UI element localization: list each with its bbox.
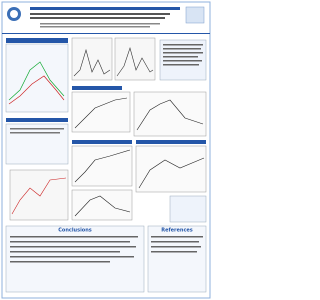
header xyxy=(2,6,210,34)
text-line xyxy=(163,52,203,54)
text-line xyxy=(163,56,198,58)
text-line xyxy=(10,246,136,248)
figure xyxy=(71,91,131,133)
text-line xyxy=(10,241,130,243)
figure-curve xyxy=(8,75,65,105)
figure xyxy=(135,145,207,193)
text-line xyxy=(10,128,64,130)
panel xyxy=(5,118,69,221)
references: References xyxy=(147,225,207,293)
section-box xyxy=(5,225,145,293)
poster: Conclusions References xyxy=(0,0,212,300)
affiliation-line xyxy=(40,23,160,25)
title-line xyxy=(30,7,180,10)
text-block xyxy=(159,39,207,81)
panel-header xyxy=(72,140,132,144)
panel-header xyxy=(6,118,68,122)
text-line xyxy=(163,64,199,66)
author-line xyxy=(30,13,170,15)
panel xyxy=(71,140,207,223)
figure-curve xyxy=(8,61,65,101)
figure-curve xyxy=(11,177,67,215)
figure-curve xyxy=(136,99,204,131)
figure-curve xyxy=(74,195,131,217)
panel-header xyxy=(72,86,122,90)
section-box xyxy=(147,225,207,293)
text-line xyxy=(151,251,197,253)
figure-curve xyxy=(138,157,205,189)
figure xyxy=(133,91,207,137)
text-line xyxy=(163,44,203,46)
text-line xyxy=(10,132,60,134)
figure xyxy=(5,123,69,165)
figure-curve xyxy=(73,48,111,77)
logo-right xyxy=(185,6,205,24)
section-title: Conclusions xyxy=(58,228,92,234)
logo-inner xyxy=(10,10,18,18)
panel xyxy=(71,86,207,137)
author-line xyxy=(30,17,165,19)
text-line xyxy=(151,246,201,248)
text-line xyxy=(163,48,201,50)
figure xyxy=(71,37,113,81)
figure xyxy=(114,37,156,81)
text-line xyxy=(10,256,134,258)
text-line xyxy=(10,236,138,238)
figure-curve xyxy=(116,46,154,77)
figure-curve xyxy=(74,97,128,129)
figure xyxy=(5,43,69,113)
text-line xyxy=(10,261,110,263)
panel-header xyxy=(6,38,68,43)
panel xyxy=(71,37,156,81)
text-line xyxy=(151,236,203,238)
frame xyxy=(1,1,211,299)
conclusions: Conclusions xyxy=(5,225,145,293)
text-line xyxy=(10,251,120,253)
section-title: References xyxy=(161,228,193,234)
text-box xyxy=(169,195,207,223)
figure-curve xyxy=(74,149,131,183)
figure xyxy=(71,189,133,221)
affiliation-line xyxy=(40,26,150,28)
text-line xyxy=(151,241,199,243)
header-rule xyxy=(2,33,210,34)
panel-header xyxy=(136,140,206,144)
panel xyxy=(5,38,69,113)
text-line xyxy=(163,60,202,62)
